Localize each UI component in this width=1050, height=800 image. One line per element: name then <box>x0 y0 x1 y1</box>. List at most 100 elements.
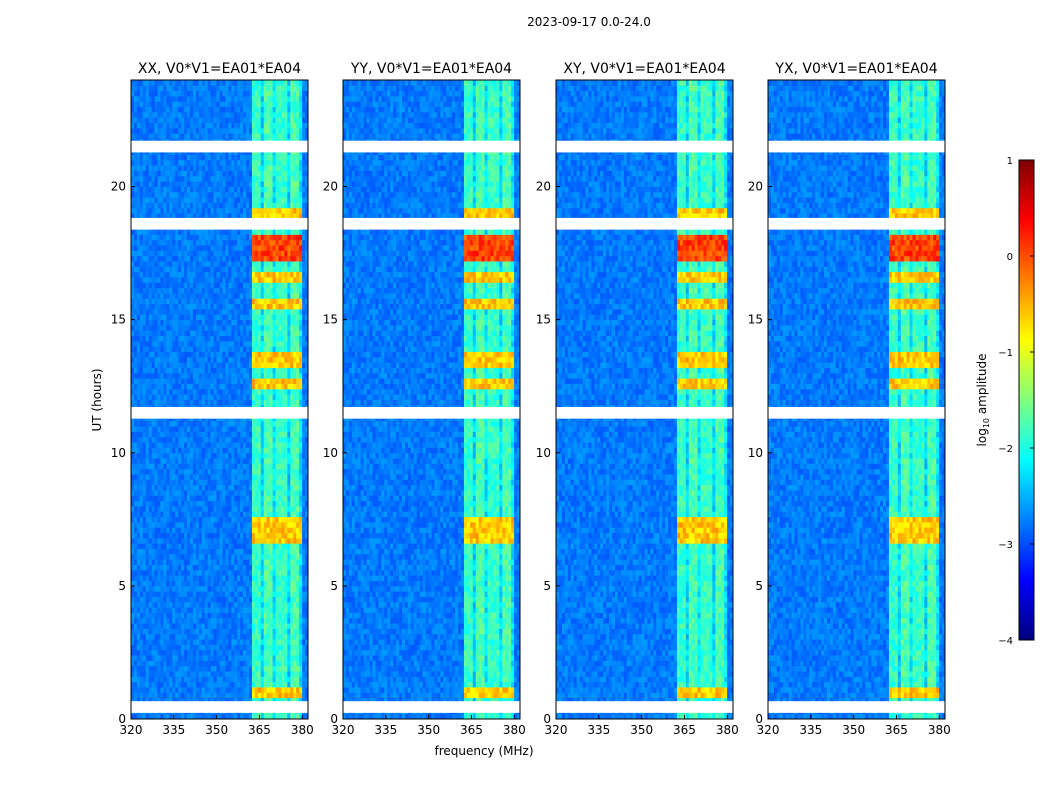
heatmap-cell <box>293 639 296 645</box>
heatmap-cell <box>152 644 155 650</box>
heatmap-cell <box>279 618 282 624</box>
heatmap-cell <box>211 602 214 608</box>
heatmap-cell <box>166 634 169 640</box>
heatmap-cell <box>281 655 284 661</box>
heatmap-cell <box>199 623 202 629</box>
heatmap-cell <box>252 655 255 661</box>
heatmap-cell <box>158 655 161 661</box>
heatmap-cell <box>293 575 296 581</box>
heatmap-cell <box>252 559 255 565</box>
heatmap-cell <box>202 671 205 677</box>
heatmap-cell <box>199 586 202 592</box>
heatmap-cell <box>190 591 193 597</box>
heatmap-cell <box>220 575 223 581</box>
heatmap-cell <box>205 660 208 666</box>
heatmap-cell <box>143 639 146 645</box>
heatmap-cell <box>290 623 293 629</box>
heatmap-cell <box>169 570 172 576</box>
heatmap-cell <box>163 660 166 666</box>
heatmap-cell <box>152 634 155 640</box>
heatmap-cell <box>140 639 143 645</box>
heatmap-cell <box>287 692 290 698</box>
heatmap-cell <box>228 602 231 608</box>
heatmap-cell <box>163 570 166 576</box>
heatmap-cell <box>220 660 223 666</box>
heatmap-cell <box>158 618 161 624</box>
heatmap-cell <box>299 618 302 624</box>
heatmap-cell <box>284 676 287 682</box>
heatmap-cell <box>234 628 237 634</box>
heatmap-cell <box>276 639 279 645</box>
heatmap-cell <box>181 676 184 682</box>
heatmap-cell <box>187 607 190 613</box>
heatmap-cell <box>166 671 169 677</box>
heatmap-cell <box>158 687 161 693</box>
heatmap-cell <box>134 565 137 571</box>
heatmap-cell <box>299 682 302 688</box>
heatmap-cell <box>222 644 225 650</box>
heatmap-cell <box>211 650 214 656</box>
heatmap-cell <box>258 628 261 634</box>
heatmap-cell <box>166 687 169 693</box>
heatmap-cell <box>211 644 214 650</box>
heatmap-cell <box>287 666 290 672</box>
heatmap-cell <box>196 597 199 603</box>
heatmap-cell <box>155 565 158 571</box>
heatmap-cell <box>181 581 184 587</box>
heatmap-cell <box>299 655 302 661</box>
heatmap-cell <box>166 591 169 597</box>
heatmap-cell <box>240 565 243 571</box>
heatmap-cell <box>158 613 161 619</box>
heatmap-cell <box>208 655 211 661</box>
heatmap-cell <box>196 565 199 571</box>
heatmap-cell <box>231 613 234 619</box>
heatmap-cell <box>240 607 243 613</box>
heatmap-cell <box>228 660 231 666</box>
heatmap-cell <box>217 565 220 571</box>
heatmap-cell <box>276 586 279 592</box>
heatmap-cell <box>140 682 143 688</box>
heatmap-cell <box>255 628 258 634</box>
heatmap-cell <box>246 628 249 634</box>
heatmap-cell <box>273 597 276 603</box>
heatmap-cell <box>163 597 166 603</box>
heatmap-cell <box>155 650 158 656</box>
heatmap-cell <box>267 639 270 645</box>
heatmap-cell <box>270 634 273 640</box>
heatmap-cell <box>240 586 243 592</box>
heatmap-cell <box>161 559 164 565</box>
heatmap-cell <box>290 687 293 693</box>
heatmap-cell <box>199 639 202 645</box>
heatmap-cell <box>172 682 175 688</box>
heatmap-cell <box>293 618 296 624</box>
heatmap-cell <box>270 676 273 682</box>
heatmap-cell <box>240 666 243 672</box>
heatmap-cell <box>140 581 143 587</box>
heatmap-cell <box>258 602 261 608</box>
heatmap-cell <box>281 639 284 645</box>
heatmap-cell <box>267 602 270 608</box>
heatmap-cell <box>279 559 282 565</box>
heatmap-cell <box>134 682 137 688</box>
heatmap-cell <box>172 613 175 619</box>
heatmap-cell <box>267 644 270 650</box>
heatmap-cell <box>264 660 267 666</box>
heatmap-cell <box>302 623 305 629</box>
heatmap-cell <box>199 676 202 682</box>
heatmap-cell <box>237 692 240 698</box>
heatmap-cell <box>163 602 166 608</box>
heatmap-cell <box>161 591 164 597</box>
heatmap-cell <box>158 671 161 677</box>
heatmap-cell <box>140 559 143 565</box>
heatmap-cell <box>296 570 299 576</box>
heatmap-cell <box>166 570 169 576</box>
heatmap-cell <box>199 591 202 597</box>
heatmap-cell <box>175 628 178 634</box>
heatmap-cell <box>273 644 276 650</box>
heatmap-cell <box>166 565 169 571</box>
heatmap-cell <box>228 613 231 619</box>
heatmap-cell <box>270 586 273 592</box>
heatmap-cell <box>270 623 273 629</box>
heatmap-cell <box>284 597 287 603</box>
heatmap-cell <box>211 655 214 661</box>
